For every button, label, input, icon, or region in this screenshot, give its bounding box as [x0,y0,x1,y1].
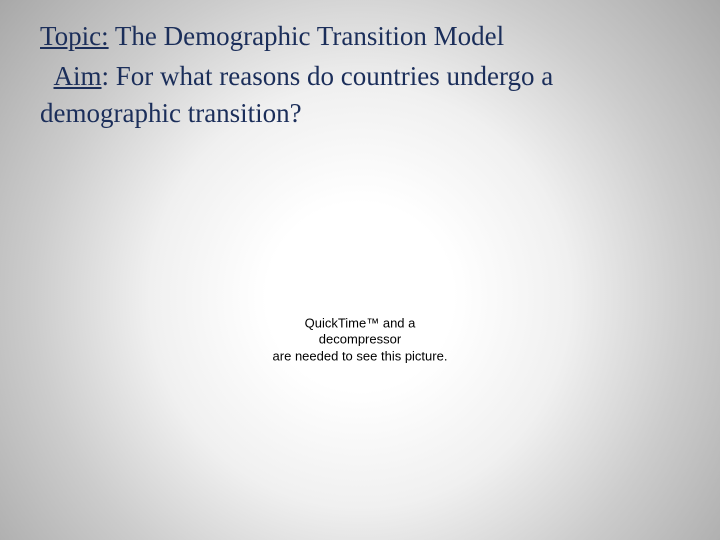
placeholder-line-1: QuickTime™ and a [273,316,448,332]
aim-colon: : [102,61,116,91]
topic-line: Topic: The Demographic Transition Model [40,18,680,54]
topic-label: Topic: [40,21,109,51]
placeholder-line-3: are needed to see this picture. [273,348,448,364]
topic-text: The Demographic Transition Model [109,21,504,51]
slide: Topic: The Demographic Transition Model … [0,0,720,540]
placeholder-line-2: decompressor [273,332,448,348]
aim-label: Aim [54,61,102,91]
quicktime-placeholder: QuickTime™ and a decompressor are needed… [273,316,448,365]
aim-line: Aim: For what reasons do countries under… [40,58,680,131]
aim-text: For what reasons do countries undergo a … [40,61,553,127]
